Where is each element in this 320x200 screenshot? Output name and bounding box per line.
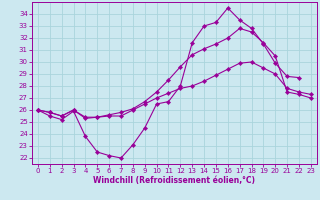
X-axis label: Windchill (Refroidissement éolien,°C): Windchill (Refroidissement éolien,°C) xyxy=(93,176,255,185)
